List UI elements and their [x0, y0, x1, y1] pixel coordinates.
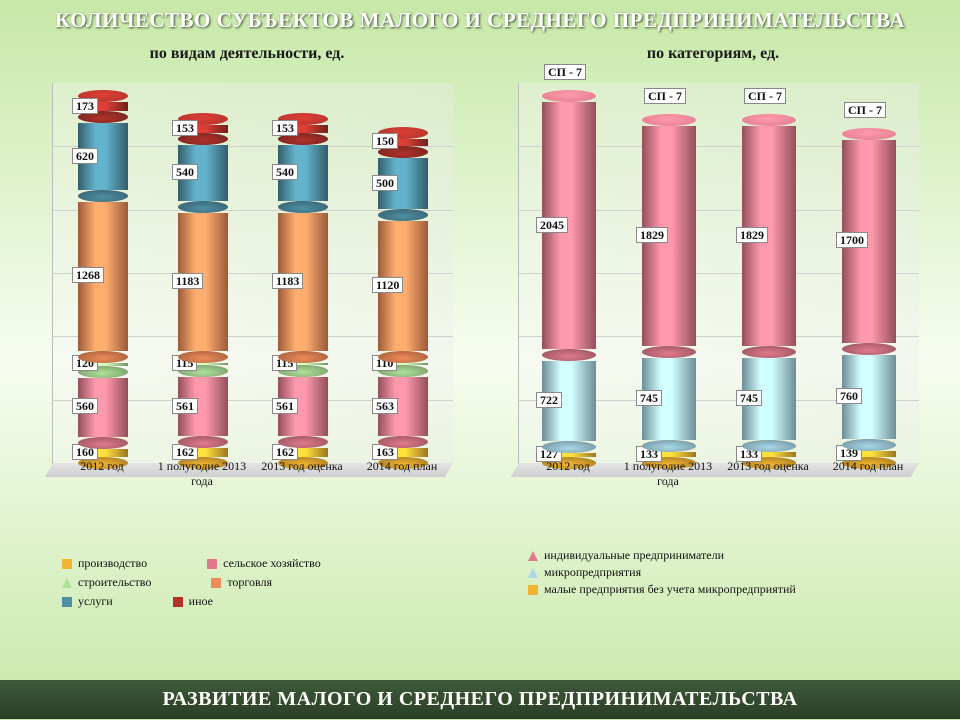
data-label: 153 [272, 120, 298, 136]
legend-item: индивидуальные предприниматели [528, 548, 796, 563]
column-top-label: СП - 7 [644, 88, 686, 104]
legend-left: производство сельское хозяйство строительс… [62, 554, 321, 611]
data-label: 500 [372, 175, 398, 191]
legend-item: строительство [62, 575, 151, 590]
data-label: 760 [836, 388, 862, 404]
column-top-label: СП - 7 [844, 102, 886, 118]
x-axis-label: 2012 год [57, 459, 147, 489]
top-title: КОЛИЧЕСТВО СУБЪЕКТОВ МАЛОГО И СРЕДНЕГО П… [0, 2, 960, 39]
legend-label: производство [78, 556, 147, 571]
chart-left-subtitle: по видам деятельности, ед. [32, 45, 462, 63]
data-label: 561 [272, 398, 298, 414]
legend-label: строительство [78, 575, 151, 590]
legend-right: индивидуальные предприниматели микропредп… [528, 546, 796, 599]
data-label: 153 [172, 120, 198, 136]
legend-label: торговля [227, 575, 272, 590]
data-label: 1183 [272, 273, 303, 289]
legend-label: сельское хозяйство [223, 556, 321, 571]
data-label: 1700 [836, 232, 868, 248]
data-label: 620 [72, 148, 98, 164]
data-label: 560 [72, 398, 98, 414]
x-axis-label: 2013 год оценка [257, 459, 347, 489]
data-label: 150 [372, 133, 398, 149]
legend-item: малые предприятия без учета микропредпри… [528, 582, 796, 597]
legend-label: индивидуальные предприниматели [544, 548, 724, 563]
data-label: 1829 [636, 227, 668, 243]
data-label: 1829 [736, 227, 768, 243]
legend-label: малые предприятия без учета микропредпри… [544, 582, 796, 597]
data-label: 173 [72, 98, 98, 114]
chart-left-area: 1605601201268620173162561115118354015316… [32, 69, 462, 549]
data-label: 540 [172, 164, 198, 180]
data-label: 1268 [72, 267, 104, 283]
data-label: 561 [172, 398, 198, 414]
legend-item: торговля [211, 575, 272, 590]
chart-right-area: СП - 71277222045СП - 71337451829СП - 713… [498, 69, 928, 549]
column-top-label: СП - 7 [544, 64, 586, 80]
chart-left: по видам деятельности, ед. 1605601201268… [32, 45, 462, 549]
legend-item: микропредприятия [528, 565, 796, 580]
legend-item: иное [173, 594, 213, 609]
data-label: 722 [536, 392, 562, 408]
x-axis-label: 1 полугодие 2013 года [623, 459, 713, 489]
charts-container: по видам деятельности, ед. 1605601201268… [0, 39, 960, 549]
x-axis-label: 2014 год план [357, 459, 447, 489]
legend-item: услуги [62, 594, 113, 609]
data-label: 1183 [172, 273, 203, 289]
data-label: 745 [636, 390, 662, 406]
bottom-title: РАЗВИТИЕ МАЛОГО И СРЕДНЕГО ПРЕДПРИНИМАТЕ… [0, 680, 960, 719]
legend-label: микропредприятия [544, 565, 641, 580]
x-axis-label: 1 полугодие 2013 года [157, 459, 247, 489]
x-axis-label: 2014 год план [823, 459, 913, 489]
x-axis-label: 2013 год оценка [723, 459, 813, 489]
data-label: 1120 [372, 277, 403, 293]
data-label: 2045 [536, 217, 568, 233]
x-axis-label: 2012 год [523, 459, 613, 489]
legend-label: иное [189, 594, 213, 609]
legend-item: сельское хозяйство [207, 556, 321, 571]
legend-item: производство [62, 556, 147, 571]
chart-right: по категориям, ед. СП - 71277222045СП - … [498, 45, 928, 549]
data-label: 745 [736, 390, 762, 406]
chart-right-subtitle: по категориям, ед. [498, 45, 928, 63]
data-label: 563 [372, 398, 398, 414]
data-label: 540 [272, 164, 298, 180]
column-top-label: СП - 7 [744, 88, 786, 104]
legend-label: услуги [78, 594, 113, 609]
